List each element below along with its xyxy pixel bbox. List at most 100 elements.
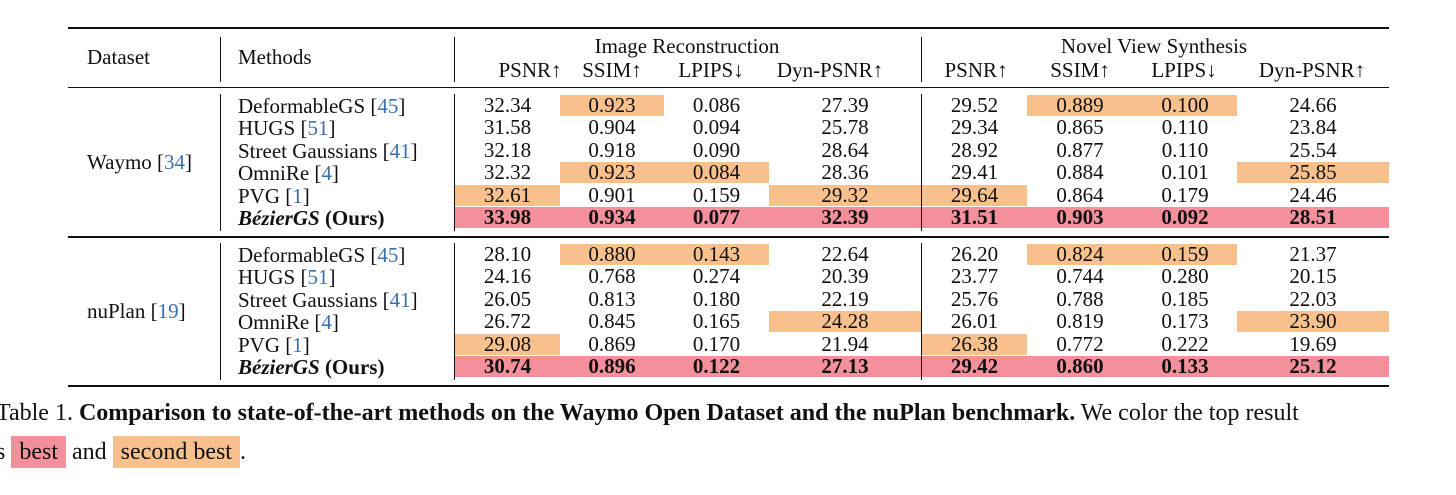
table-cell: 0.110 [1161, 137, 1209, 162]
method-name: PVG [1] [238, 332, 310, 357]
table-cell: 25.54 [1289, 137, 1337, 162]
divider-methods [454, 94, 455, 231]
method-label: BézierGS [238, 206, 320, 230]
table-cell: 25.12 [1237, 356, 1389, 377]
divider-groups [921, 37, 922, 82]
table-cell: 0.904 [588, 115, 636, 140]
table-cell: 27.13 [769, 356, 921, 377]
table-cell: 24.66 [1289, 93, 1337, 117]
table-cell: 0.092 [1133, 207, 1237, 228]
table-cell: 32.18 [483, 137, 532, 162]
citation-ref[interactable]: 1 [292, 332, 303, 357]
table-cell: 0.090 [692, 137, 741, 162]
method-label: BézierGS [238, 355, 320, 379]
method-name: BézierGS (Ours) [238, 356, 384, 378]
method-name: HUGS [51] [238, 265, 336, 290]
table-cell: 28.92 [950, 137, 999, 162]
divider-methods [454, 37, 455, 82]
method-label: HUGS [238, 265, 296, 290]
table-cell: 26.20 [950, 242, 999, 266]
table-cell: 22.64 [821, 242, 869, 266]
table-cell: 0.094 [692, 115, 741, 140]
table-cell: 26.72 [483, 309, 532, 334]
table-cell: 0.860 [1027, 356, 1133, 377]
table-cell: 32.39 [769, 207, 921, 228]
table-cell: 0.173 [1161, 309, 1209, 334]
table-cell: 29.42 [922, 356, 1027, 377]
table-cell: 0.744 [1056, 264, 1104, 289]
divider-dataset [220, 37, 221, 82]
metric-header: Dyn-PSNR↑ [776, 58, 884, 82]
table-cell: 20.15 [1289, 264, 1337, 289]
table-cell: 30.74 [455, 356, 560, 377]
table-cell: 26.01 [950, 309, 999, 334]
table-cell: 0.222 [1161, 331, 1209, 356]
table-cell: 26.38 [922, 333, 1027, 355]
table-cell: 0.824 [1027, 244, 1133, 265]
table-cell: 0.101 [1161, 160, 1209, 185]
method-name: Street Gaussians [41] [238, 138, 418, 163]
table-cell: 0.143 [664, 244, 769, 265]
citation-ref[interactable]: 45 [377, 94, 399, 118]
divider-groups [921, 243, 922, 380]
dataset-header: Dataset [87, 45, 150, 69]
table-cell: 0.772 [1056, 331, 1104, 356]
top-rule [68, 27, 1389, 29]
table-cell: 25.85 [1237, 162, 1389, 184]
citation-ref[interactable]: 1 [292, 183, 303, 208]
citation-ref[interactable]: 4 [321, 310, 332, 335]
metric-header: SSIM↑ [1050, 58, 1110, 82]
table-cell: 0.869 [588, 331, 636, 356]
citation-ref[interactable]: 45 [377, 243, 399, 267]
table-cell: 25.76 [950, 286, 999, 311]
metric-header: LPIPS↓ [678, 58, 744, 82]
table-cell: 28.51 [1237, 207, 1389, 228]
methods-header: Methods [238, 45, 312, 69]
method-label: Street Gaussians [238, 138, 378, 163]
citation-ref[interactable]: 51 [307, 116, 329, 141]
citation-ref[interactable]: 41 [389, 138, 411, 163]
method-name: Street Gaussians [41] [238, 287, 418, 312]
citation-ref[interactable]: 51 [307, 265, 329, 290]
table-cell: 0.884 [1056, 160, 1104, 185]
table-cell: 29.08 [455, 333, 560, 355]
table-cell: 19.69 [1289, 331, 1337, 356]
citation-ref[interactable]: 34 [164, 150, 186, 174]
table-cell: 0.170 [692, 331, 741, 356]
table-cell: 0.086 [692, 93, 741, 117]
citation-ref[interactable]: 41 [389, 287, 411, 312]
table-cell: 31.51 [922, 207, 1027, 228]
table-cell: 21.94 [821, 331, 869, 356]
table-cell: 24.46 [1289, 182, 1337, 207]
ours-suffix: (Ours) [324, 206, 385, 230]
caption-text-prefix: s [0, 439, 6, 465]
table-cell: 24.16 [483, 264, 532, 289]
citation-ref[interactable]: 19 [157, 299, 179, 323]
table-cell: 0.159 [1133, 244, 1237, 265]
table-cell: 29.34 [950, 115, 999, 140]
table-cell: 0.133 [1133, 356, 1237, 377]
table-cell: 0.274 [692, 264, 741, 289]
citation-ref[interactable]: 4 [321, 161, 332, 186]
table-cell: 0.880 [560, 244, 664, 265]
method-label: PVG [238, 183, 281, 208]
table-cell: 0.819 [1056, 309, 1104, 334]
method-name: PVG [1] [238, 183, 310, 208]
table-cell: 27.39 [821, 93, 869, 117]
method-label: OmniRe [238, 310, 310, 335]
legend-second-swatch: second best [112, 436, 240, 468]
metric-header: SSIM↑ [582, 58, 642, 82]
table-cell: 0.084 [664, 162, 769, 184]
method-name: DeformableGS [45] [238, 243, 406, 267]
divider-dataset [220, 243, 221, 380]
ours-suffix: (Ours) [324, 355, 385, 379]
table-cell: 32.32 [483, 160, 532, 185]
table-cell: 22.19 [821, 286, 869, 311]
table-cell: 0.110 [1161, 115, 1209, 140]
table-cell: 20.39 [821, 264, 869, 289]
table-caption: Table 1. Comparison to state-of-the-art … [0, 398, 1299, 428]
caption-period: . [239, 439, 246, 465]
dataset-label: Waymo [34] [87, 150, 193, 174]
table-cell: 0.179 [1161, 182, 1209, 207]
method-name: HUGS [51] [238, 116, 336, 141]
